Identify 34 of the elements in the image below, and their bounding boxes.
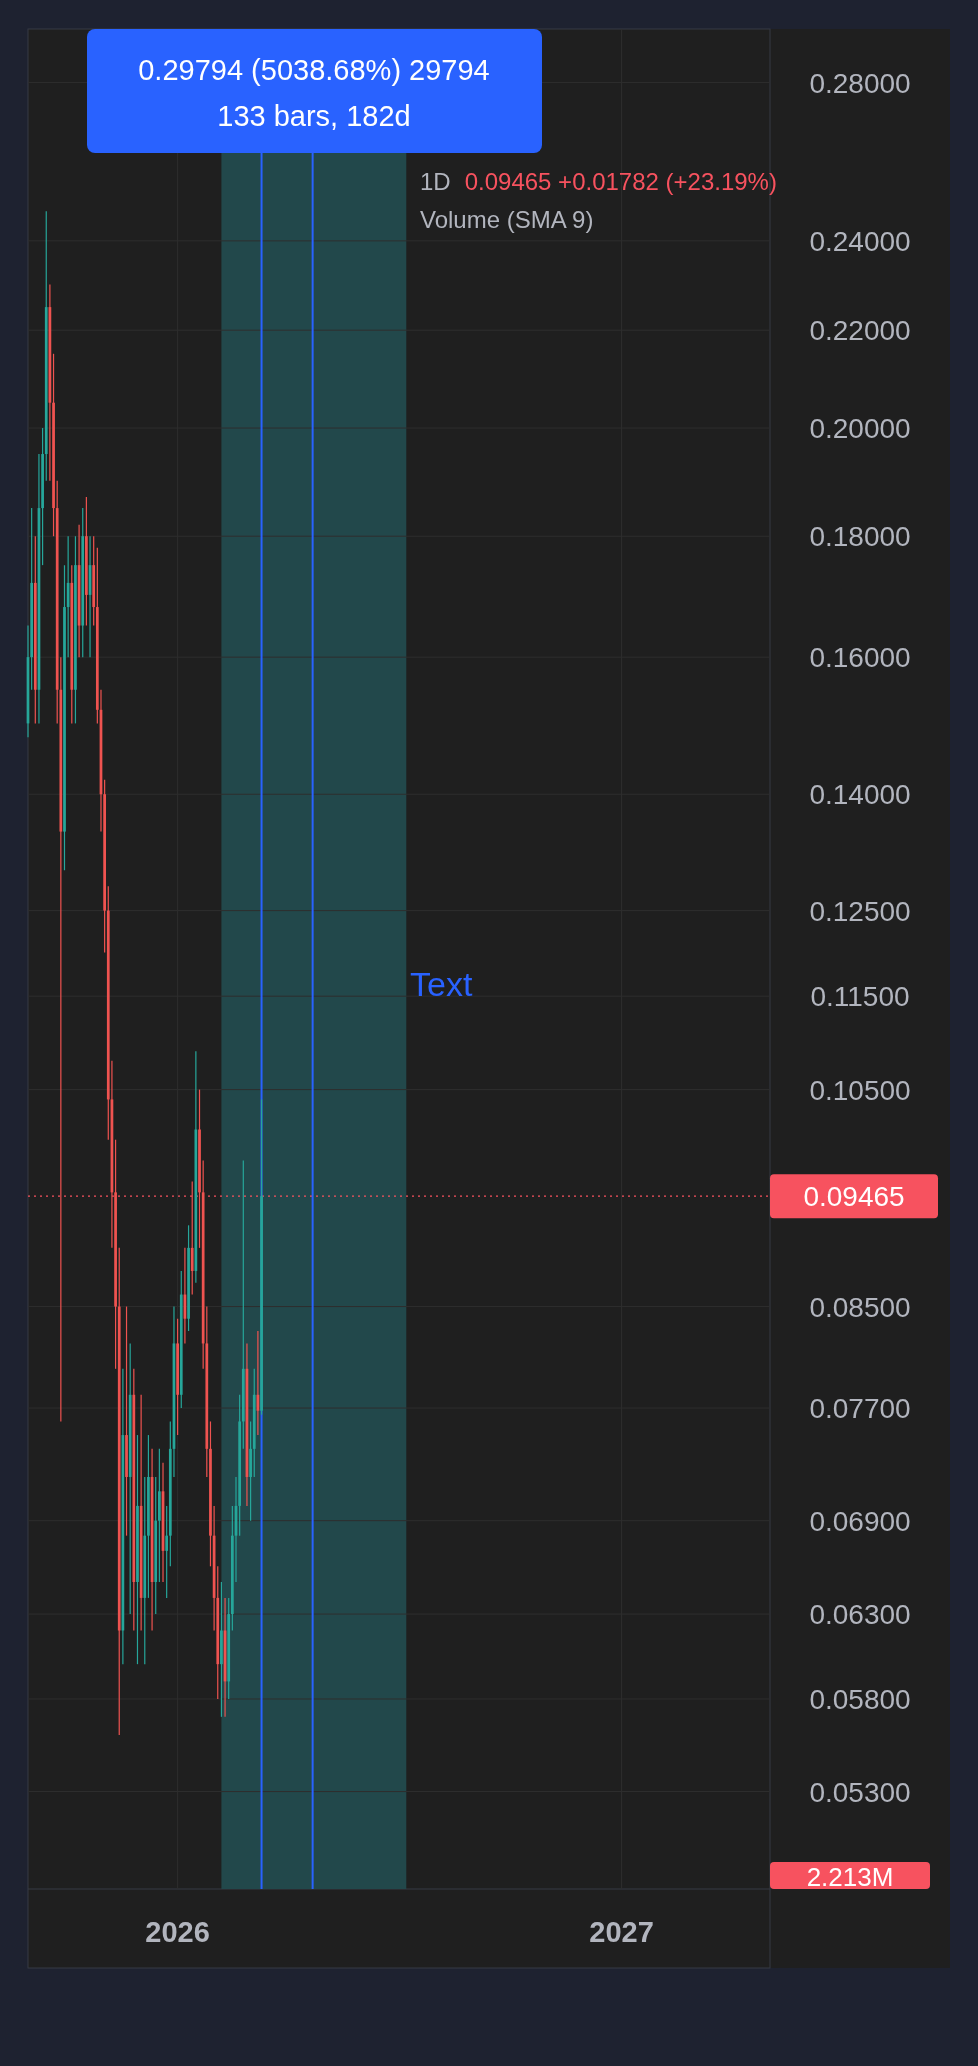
y-tick-label: 0.24000 bbox=[809, 225, 911, 257]
y-tick-label: 0.28000 bbox=[809, 67, 911, 99]
candlestick bbox=[198, 1089, 201, 1249]
y-tick-label: 0.22000 bbox=[809, 315, 911, 347]
y-tick-label: 0.16000 bbox=[809, 642, 911, 674]
y-tick-label: 0.05300 bbox=[809, 1776, 911, 1808]
y-tick-label: 0.12500 bbox=[809, 895, 911, 927]
y-tick-label: 0.14000 bbox=[809, 779, 911, 811]
ref-line-label: 0.09465 bbox=[803, 1181, 905, 1213]
y-tick-label: 0.20000 bbox=[809, 413, 911, 445]
candlestick bbox=[190, 1181, 194, 1296]
annotation: 0.29794 (5038.68%) 29794 bbox=[138, 54, 490, 86]
annotation: Text bbox=[410, 965, 473, 1003]
annotation: Volume (SMA 9) bbox=[420, 206, 594, 233]
y-tick-label: 0.10500 bbox=[809, 1074, 911, 1106]
candlestick bbox=[260, 1098, 263, 1416]
x-tick-label: 2027 bbox=[589, 1916, 654, 1948]
y-tick-label: 0.08500 bbox=[809, 1291, 911, 1323]
y-tick-label: 0.05800 bbox=[809, 1683, 911, 1715]
x-tick-label: 2026 bbox=[145, 1916, 210, 1948]
y-tick-label: 0.06300 bbox=[809, 1599, 911, 1631]
candlestick bbox=[74, 535, 77, 724]
candlestick bbox=[165, 1505, 169, 1599]
text: 2.213M bbox=[806, 1862, 894, 1892]
y-tick-label: 0.06900 bbox=[809, 1505, 911, 1537]
y-tick-label: 0.07700 bbox=[809, 1393, 911, 1425]
y-tick-label: 0.11500 bbox=[810, 981, 910, 1013]
text: 1D bbox=[420, 168, 451, 195]
candlestick bbox=[136, 1434, 139, 1665]
annotation: 133 bars, 182d bbox=[217, 100, 411, 132]
candlestick bbox=[125, 1305, 128, 1537]
annotation: 0.09465 +0.01782 (+23.19%) bbox=[464, 168, 777, 195]
candlestick bbox=[187, 1224, 190, 1332]
y-tick-label: 0.18000 bbox=[809, 521, 911, 553]
